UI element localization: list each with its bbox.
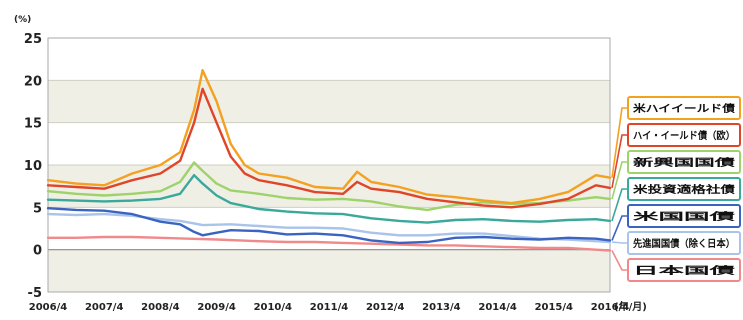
legend-connector [611, 107, 628, 178]
x-tick-label: 2014/4 [478, 302, 516, 313]
legend-item: 日本国債 [611, 250, 741, 282]
x-tick-label: 2008/4 [141, 302, 179, 313]
grid-lines [47, 37, 611, 293]
x-tick-label: 2016/4 [591, 302, 629, 313]
y-tick-label: 20 [24, 74, 42, 89]
legend-box [627, 204, 741, 228]
legend-connector [611, 215, 628, 241]
legend-box [627, 123, 741, 147]
legend-label: 新興国国債 [633, 156, 735, 169]
x-tick-label: 2013/4 [422, 302, 460, 313]
legend-connector [611, 241, 628, 244]
y-tick-label: -5 [28, 286, 42, 301]
legend-item: 先進国国債（除く日本） [611, 231, 741, 255]
legend-label: 日本国債 [633, 264, 735, 277]
legend-box [627, 96, 741, 120]
legend-item: ハイ・イールド債（欧） [611, 123, 741, 189]
series-line [46, 206, 612, 245]
legend-connector [611, 250, 628, 271]
x-tick-label: 2009/4 [197, 302, 235, 313]
legend-label: ハイ・イールド債（欧） [633, 129, 735, 142]
x-tick-label: 2011/4 [310, 302, 348, 313]
legend-label: 米ハイイールド債 [633, 102, 735, 115]
series-line [46, 68, 612, 205]
x-tick-label: 2015/4 [535, 302, 573, 313]
series-line [46, 235, 612, 252]
series-line [46, 87, 612, 209]
x-tick-label: 2012/4 [366, 302, 404, 313]
legend-item: 米国国債 [611, 204, 741, 241]
legend-label: 米投資適格社債 [633, 183, 735, 196]
y-tick-label: 5 [33, 201, 42, 216]
y-tick-label: 10 [24, 159, 42, 174]
legend-connector [611, 188, 628, 222]
legend-label: 米国国債 [633, 210, 735, 223]
legend-connector [611, 134, 628, 189]
legend-box [627, 231, 741, 255]
legend-item: 新興国国債 [611, 150, 741, 200]
x-tick-label: 2010/4 [254, 302, 292, 313]
y-tick-label: 25 [24, 32, 42, 47]
y-tick-label: 0 [33, 244, 42, 259]
plot-band [48, 38, 610, 81]
x-axis-unit-label: (年/月) [614, 300, 647, 313]
plot-frame [47, 37, 611, 293]
series-line [46, 173, 612, 224]
plot-band [48, 80, 610, 123]
x-axis-ticks: 2006/4 2007/4 2008/4 2009/4 2010/4 2011/4 2012… [29, 302, 629, 313]
series-line [46, 161, 612, 212]
plot-band [48, 122, 610, 165]
y-axis-ticks: 25 20 15 10 5 0 -5 [24, 32, 42, 301]
legend-box [627, 150, 741, 174]
plot-background-bands [48, 38, 610, 292]
y-axis-unit-label: (%) [14, 15, 31, 25]
plot-band [48, 249, 610, 292]
x-tick-label: 2007/4 [85, 302, 123, 313]
legend-box [627, 258, 741, 282]
y-tick-label: 15 [24, 117, 42, 132]
legend-item: 米投資適格社債 [611, 177, 741, 222]
legend-label: 先進国国債（除く日本） [633, 237, 735, 250]
legend-connector [611, 161, 628, 200]
x-tick-label: 2006/4 [29, 302, 67, 313]
legend-box [627, 177, 741, 201]
legend-item: 米ハイイールド債 [611, 96, 741, 178]
series-lines [46, 68, 612, 252]
